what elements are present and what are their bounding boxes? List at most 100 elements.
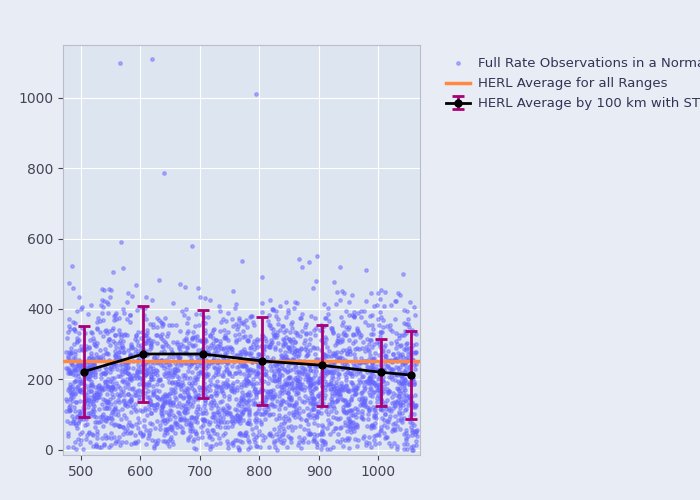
Full Rate Observations in a Normal Point [398,381,409,389]
Full Rate Observations in a Normal Point [288,364,299,372]
Full Rate Observations in a Normal Point [80,342,91,349]
Full Rate Observations in a Normal Point [259,404,270,412]
Full Rate Observations in a Normal Point [85,360,97,368]
Full Rate Observations in a Normal Point [330,300,342,308]
Full Rate Observations in a Normal Point [387,388,398,396]
Full Rate Observations in a Normal Point [237,362,248,370]
Full Rate Observations in a Normal Point [121,398,132,406]
Full Rate Observations in a Normal Point [153,316,164,324]
Full Rate Observations in a Normal Point [191,362,202,370]
Full Rate Observations in a Normal Point [249,338,260,345]
Full Rate Observations in a Normal Point [279,336,290,344]
Full Rate Observations in a Normal Point [406,344,417,352]
Full Rate Observations in a Normal Point [286,380,297,388]
Full Rate Observations in a Normal Point [69,340,80,348]
Full Rate Observations in a Normal Point [378,421,389,429]
Full Rate Observations in a Normal Point [178,388,190,396]
Full Rate Observations in a Normal Point [233,335,244,343]
Full Rate Observations in a Normal Point [204,350,215,358]
Full Rate Observations in a Normal Point [346,406,358,414]
Full Rate Observations in a Normal Point [285,396,296,404]
Full Rate Observations in a Normal Point [376,313,387,321]
Full Rate Observations in a Normal Point [295,415,307,423]
Full Rate Observations in a Normal Point [212,367,223,375]
Full Rate Observations in a Normal Point [267,400,278,408]
Full Rate Observations in a Normal Point [316,336,327,344]
Full Rate Observations in a Normal Point [280,339,291,347]
Full Rate Observations in a Normal Point [269,437,280,445]
Full Rate Observations in a Normal Point [137,346,148,354]
Full Rate Observations in a Normal Point [209,429,220,437]
Full Rate Observations in a Normal Point [240,361,251,369]
Full Rate Observations in a Normal Point [231,351,242,359]
Full Rate Observations in a Normal Point [369,381,380,389]
Full Rate Observations in a Normal Point [393,349,404,357]
Full Rate Observations in a Normal Point [288,402,300,409]
Full Rate Observations in a Normal Point [384,406,395,414]
Full Rate Observations in a Normal Point [293,350,304,358]
Full Rate Observations in a Normal Point [172,377,183,385]
Full Rate Observations in a Normal Point [386,368,397,376]
Full Rate Observations in a Normal Point [129,334,140,342]
Full Rate Observations in a Normal Point [85,438,96,446]
Full Rate Observations in a Normal Point [383,388,394,396]
Full Rate Observations in a Normal Point [279,365,290,373]
Full Rate Observations in a Normal Point [316,323,327,331]
Full Rate Observations in a Normal Point [399,359,410,367]
Full Rate Observations in a Normal Point [164,388,175,396]
Full Rate Observations in a Normal Point [75,436,86,444]
Full Rate Observations in a Normal Point [344,444,355,452]
Full Rate Observations in a Normal Point [253,368,264,376]
Full Rate Observations in a Normal Point [395,424,406,432]
Full Rate Observations in a Normal Point [247,368,258,376]
Full Rate Observations in a Normal Point [241,376,253,384]
Full Rate Observations in a Normal Point [150,356,162,364]
Full Rate Observations in a Normal Point [260,416,271,424]
Full Rate Observations in a Normal Point [405,366,416,374]
Full Rate Observations in a Normal Point [349,386,360,394]
Full Rate Observations in a Normal Point [360,359,372,367]
Full Rate Observations in a Normal Point [72,338,83,346]
Full Rate Observations in a Normal Point [193,356,204,364]
Full Rate Observations in a Normal Point [247,430,258,438]
Full Rate Observations in a Normal Point [299,346,310,354]
Full Rate Observations in a Normal Point [183,314,194,322]
Full Rate Observations in a Normal Point [218,352,229,360]
Full Rate Observations in a Normal Point [77,402,88,410]
Full Rate Observations in a Normal Point [323,410,334,418]
Full Rate Observations in a Normal Point [270,331,281,339]
Full Rate Observations in a Normal Point [106,390,118,398]
Full Rate Observations in a Normal Point [104,292,116,300]
Full Rate Observations in a Normal Point [130,391,141,399]
Full Rate Observations in a Normal Point [151,402,162,410]
Full Rate Observations in a Normal Point [164,424,176,432]
Full Rate Observations in a Normal Point [209,380,220,388]
Full Rate Observations in a Normal Point [192,353,203,361]
Full Rate Observations in a Normal Point [316,357,328,365]
Full Rate Observations in a Normal Point [393,376,404,384]
Full Rate Observations in a Normal Point [183,363,195,371]
Full Rate Observations in a Normal Point [341,307,352,315]
Full Rate Observations in a Normal Point [366,368,377,376]
Full Rate Observations in a Normal Point [171,372,182,380]
Full Rate Observations in a Normal Point [163,378,174,386]
Full Rate Observations in a Normal Point [370,440,381,448]
Full Rate Observations in a Normal Point [339,406,350,414]
Full Rate Observations in a Normal Point [274,358,285,366]
Full Rate Observations in a Normal Point [379,410,391,418]
Full Rate Observations in a Normal Point [139,304,150,312]
Full Rate Observations in a Normal Point [225,417,237,425]
Full Rate Observations in a Normal Point [387,357,398,365]
Full Rate Observations in a Normal Point [178,374,190,382]
Full Rate Observations in a Normal Point [362,368,373,376]
Full Rate Observations in a Normal Point [243,379,254,387]
Full Rate Observations in a Normal Point [83,354,94,362]
Full Rate Observations in a Normal Point [75,386,86,394]
Full Rate Observations in a Normal Point [251,390,262,398]
Full Rate Observations in a Normal Point [159,338,170,345]
Full Rate Observations in a Normal Point [157,394,168,402]
Full Rate Observations in a Normal Point [234,358,246,366]
Full Rate Observations in a Normal Point [330,392,342,400]
Full Rate Observations in a Normal Point [111,343,122,351]
Full Rate Observations in a Normal Point [374,366,385,374]
